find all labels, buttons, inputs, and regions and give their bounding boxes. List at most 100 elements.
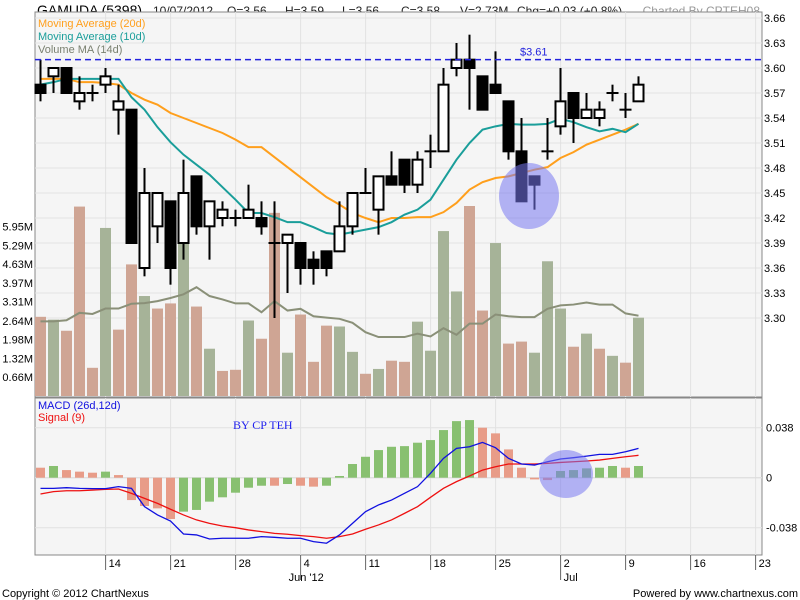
volume-tick-label: 0.66M	[2, 372, 33, 384]
volume-bar	[74, 206, 85, 396]
volume-bar	[308, 361, 319, 396]
macd-histogram-bar	[530, 477, 539, 480]
candle	[307, 251, 320, 285]
month-label: Jul	[564, 572, 578, 584]
candle-body-up	[73, 92, 86, 103]
volume-ma-line	[40, 286, 639, 339]
x-tick-label: 28	[239, 558, 251, 570]
x-tick-label: 16	[694, 558, 706, 570]
price-tick-label: 3.33	[764, 288, 785, 300]
candle	[632, 76, 645, 103]
volume-bar	[503, 343, 514, 396]
macd-histogram-bar	[101, 471, 110, 478]
volume-bar	[48, 319, 59, 396]
candle-body-up	[151, 192, 164, 228]
macd-histogram-bar	[374, 450, 383, 478]
volume-bar	[152, 308, 163, 396]
volume-bar	[217, 370, 228, 396]
macd-histogram-bar	[465, 420, 474, 478]
macd-histogram-bar	[400, 446, 409, 478]
candle-body-up	[593, 108, 606, 119]
candle	[242, 184, 255, 220]
volume-bar	[425, 350, 436, 396]
candle-body-down	[294, 242, 307, 269]
candle	[580, 93, 593, 119]
volume-tick-label: 1.32M	[2, 353, 33, 365]
candle-body-up	[216, 208, 229, 220]
candle-body-down	[463, 58, 476, 70]
candle	[255, 201, 268, 235]
volume-bar	[360, 373, 371, 396]
macd-histogram-bar	[413, 442, 422, 478]
candle	[359, 168, 372, 194]
price-tick-label: 3.60	[764, 63, 785, 75]
volume-bar	[581, 333, 592, 396]
macd-histogram-bar	[478, 427, 487, 478]
candle	[268, 201, 281, 318]
volume-bar	[399, 361, 410, 396]
macd-tick-label: 0	[766, 473, 772, 485]
volume-bar	[451, 291, 462, 396]
x-tick-label: 9	[629, 558, 635, 570]
candle	[138, 168, 151, 277]
macd-histogram-bar	[75, 471, 84, 478]
candle	[164, 200, 177, 285]
macd-histogram-bar	[439, 430, 448, 478]
candle-body-down	[476, 75, 489, 111]
volume-bar	[607, 355, 618, 396]
x-tick-label: 25	[499, 558, 511, 570]
x-tick-label: 4	[304, 558, 310, 570]
candle	[320, 250, 333, 277]
candle	[541, 118, 554, 160]
macd-histogram-bar	[361, 456, 370, 478]
volume-bar	[555, 308, 566, 396]
x-tick-label: 2	[564, 558, 570, 570]
volume-tick-label: 2.64M	[2, 316, 33, 328]
volume-bar	[347, 351, 358, 396]
price-tick-label: 3.42	[764, 213, 785, 225]
candle	[424, 134, 437, 168]
macd-histogram-bar	[348, 464, 357, 478]
macd-line	[40, 441, 639, 544]
candlesticks: $3.61	[34, 34, 762, 318]
volume-bar	[386, 360, 397, 396]
macd-histogram-bar	[491, 433, 500, 478]
macd-histogram-bar	[218, 477, 227, 498]
candle	[489, 51, 502, 94]
price-tick-label: 3.66	[764, 13, 785, 25]
price-tick-label: 3.48	[764, 163, 785, 175]
macd-histogram-bar	[192, 477, 201, 510]
volume-bar	[529, 352, 540, 396]
macd-histogram-bar	[608, 465, 617, 478]
candle	[554, 68, 567, 135]
macd-histogram-bar	[387, 446, 396, 478]
candle	[190, 175, 203, 235]
volume-bar	[256, 338, 267, 396]
candle	[34, 59, 47, 102]
volume-bar	[204, 348, 215, 396]
candle-body-down	[502, 100, 515, 153]
macd-histogram-bar	[205, 477, 214, 502]
candle	[177, 159, 190, 260]
volume-bar	[230, 369, 241, 396]
volume-tick-label: 1.98M	[2, 335, 33, 347]
macd-histogram-bar	[426, 440, 435, 478]
candle-body-up	[112, 100, 125, 111]
volume-bar	[61, 330, 72, 396]
candle	[476, 75, 489, 111]
volume-bar	[334, 326, 345, 396]
volume-bar	[87, 367, 98, 396]
candle-body-up	[138, 192, 151, 269]
x-tick-label: 23	[759, 558, 771, 570]
candle	[372, 175, 385, 235]
volume-bar	[516, 341, 527, 396]
candle-body-down	[385, 175, 398, 186]
candle	[333, 201, 346, 253]
volume-bar	[633, 317, 644, 396]
candle	[346, 192, 359, 235]
candle-body-down	[320, 250, 333, 269]
candle	[411, 151, 424, 193]
volume-bar	[490, 243, 501, 396]
powered-by-link[interactable]: Powered by www.chartnexus.com	[633, 588, 798, 600]
candle	[60, 67, 73, 94]
